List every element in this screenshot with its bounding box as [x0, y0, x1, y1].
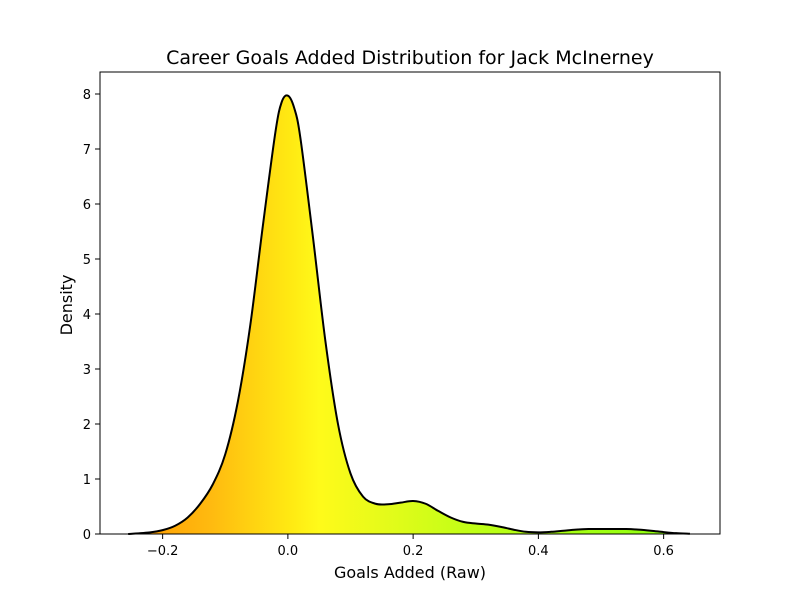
- chart-title: Career Goals Added Distribution for Jack…: [166, 47, 654, 69]
- plot-area: [128, 94, 690, 535]
- plot-frame: [99, 71, 721, 535]
- y-tick-label: 1: [83, 473, 91, 488]
- x-tick-label: 0.4: [528, 544, 549, 559]
- x-tick-label: −0.2: [147, 544, 179, 559]
- x-tick-label: 0.6: [653, 544, 674, 559]
- x-axis: −0.2 0.0 0.2 0.4 0.6: [147, 534, 674, 559]
- y-axis-label: Density: [57, 275, 76, 336]
- density-curve-line: [128, 94, 690, 535]
- x-axis-label: Goals Added (Raw): [334, 563, 486, 582]
- y-tick-label: 5: [83, 253, 91, 268]
- y-tick-label: 0: [83, 528, 91, 543]
- y-tick-label: 4: [83, 308, 91, 323]
- y-tick-label: 6: [83, 198, 91, 213]
- y-axis: 0 1 2 3 4 5 6 7 8: [83, 88, 100, 543]
- y-tick-label: 3: [83, 363, 91, 378]
- y-tick-label: 2: [83, 418, 91, 433]
- x-tick-label: 0.2: [403, 544, 424, 559]
- y-tick-label: 8: [83, 88, 91, 103]
- x-tick-label: 0.0: [278, 544, 299, 559]
- density-area-fill: [128, 95, 690, 535]
- y-tick-label: 7: [83, 143, 91, 158]
